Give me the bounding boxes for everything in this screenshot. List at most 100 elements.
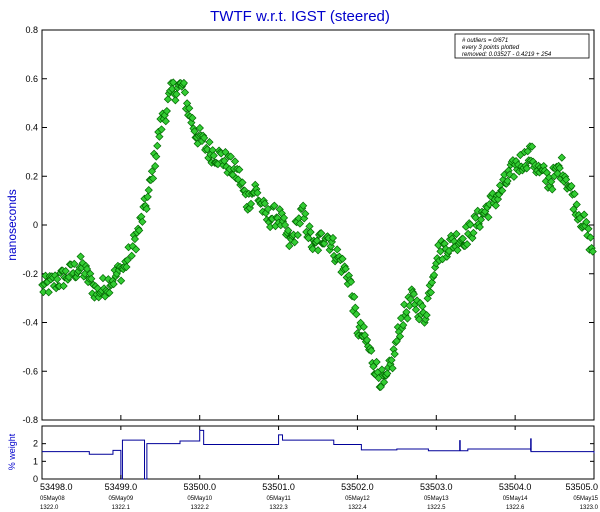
data-point: [105, 288, 114, 297]
main-y-axis-label: nanoseconds: [5, 189, 19, 260]
data-point: [475, 222, 484, 232]
weight-y-tick-label: 2: [33, 439, 38, 449]
x-axis: 53498.0 05May08 1322.0 53499.0 05May09 1322.1…: [40, 415, 599, 511]
main-y-tick-label: 0.6: [25, 74, 38, 84]
data-point: [367, 346, 376, 355]
data-point: [226, 152, 235, 161]
data-point: [547, 177, 556, 186]
data-point: [195, 123, 204, 133]
data-point: [142, 204, 151, 213]
data-point: [453, 246, 462, 255]
data-point: [104, 275, 113, 284]
data-point: [400, 300, 409, 309]
data-point: [171, 96, 180, 105]
legend-line-outliers: # outliers = 0/671: [462, 38, 508, 44]
data-point: [179, 78, 188, 88]
data-point: [163, 95, 173, 104]
main-y-tick-label: -0.6: [22, 366, 38, 376]
data-point: [426, 288, 435, 297]
data-point: [235, 165, 244, 174]
data-point: [469, 228, 478, 238]
x-tick-label-mjd: 53498.0: [40, 482, 73, 492]
data-point: [317, 229, 326, 238]
data-point: [293, 230, 302, 240]
data-point: [458, 234, 467, 243]
data-point: [53, 275, 62, 284]
data-point: [161, 117, 170, 126]
data-point: [72, 272, 81, 282]
weight-y-tick-label: 0: [33, 474, 38, 484]
data-point: [350, 292, 359, 301]
data-point: [584, 224, 593, 233]
data-point: [301, 209, 310, 218]
data-point: [567, 181, 576, 191]
legend-frame: [454, 33, 590, 59]
data-point: [76, 252, 85, 261]
x-tick-label-gps: 1322.3: [269, 505, 288, 511]
data-point: [561, 175, 571, 184]
x-tick-label-gps: 1322.2: [191, 505, 210, 511]
data-point: [395, 332, 405, 341]
data-point: [203, 145, 212, 154]
data-point: [144, 186, 153, 195]
x-tick-label-mjd: 53500.0: [183, 482, 216, 492]
x-tick-label-gps: 1323.0: [580, 505, 599, 511]
data-point: [462, 240, 472, 249]
data-point: [270, 201, 279, 210]
data-point: [153, 141, 162, 150]
x-tick-label-gps: 1322.4: [348, 505, 367, 511]
data-point: [422, 311, 431, 320]
legend-box: # outliers = 0/671 every 3 points plotte…: [454, 33, 590, 59]
x-tick-label-gps: 1322.5: [427, 505, 446, 511]
weight-y-axis: 2 1 0: [33, 439, 594, 484]
data-point: [157, 125, 166, 134]
data-point: [109, 280, 118, 289]
data-point: [209, 151, 218, 160]
data-point: [44, 288, 53, 297]
data-point: [220, 156, 229, 165]
data-point: [151, 162, 160, 171]
data-point: [429, 270, 439, 280]
data-point: [423, 294, 432, 303]
x-tick-label-date: 05May11: [266, 496, 291, 502]
data-point: [527, 142, 537, 151]
data-point: [572, 200, 581, 209]
data-point: [306, 227, 315, 237]
data-point: [155, 132, 164, 141]
main-y-tick-label: 0.2: [25, 171, 38, 181]
data-point: [299, 201, 308, 210]
data-point: [188, 113, 197, 123]
data-point: [284, 226, 293, 235]
data-point: [98, 274, 108, 283]
weight-plot-frame: [41, 425, 595, 480]
x-tick-label-gps: 1322.1: [112, 505, 131, 511]
data-point: [390, 349, 399, 359]
data-point: [59, 281, 68, 291]
data-point: [308, 245, 317, 254]
data-point: [392, 336, 401, 346]
data-point: [484, 213, 493, 222]
data-point: [436, 247, 445, 256]
x-tick-label-mjd: 53499.0: [105, 482, 138, 492]
data-point: [431, 263, 440, 272]
data-point: [412, 296, 422, 305]
main-y-tick-label: -0.2: [22, 269, 38, 279]
data-point: [87, 274, 96, 283]
data-point: [313, 246, 323, 255]
data-point: [359, 322, 368, 332]
data-point: [185, 104, 194, 113]
data-point: [312, 236, 322, 245]
data-point: [586, 233, 595, 242]
weight-y-axis-label: % weight: [7, 433, 17, 470]
x-tick-label-date: 05May10: [187, 496, 212, 502]
data-point: [162, 106, 171, 116]
chart-title: TWTF w.r.t. IGST (steered): [210, 8, 390, 25]
data-point: [341, 264, 350, 273]
data-point: [253, 188, 262, 197]
data-point: [387, 356, 396, 365]
legend-line-removed: removed: 0.0352T - 0.4219 + 254: [462, 52, 552, 58]
data-point: [352, 310, 361, 319]
data-point: [427, 278, 437, 287]
data-point: [498, 186, 507, 195]
